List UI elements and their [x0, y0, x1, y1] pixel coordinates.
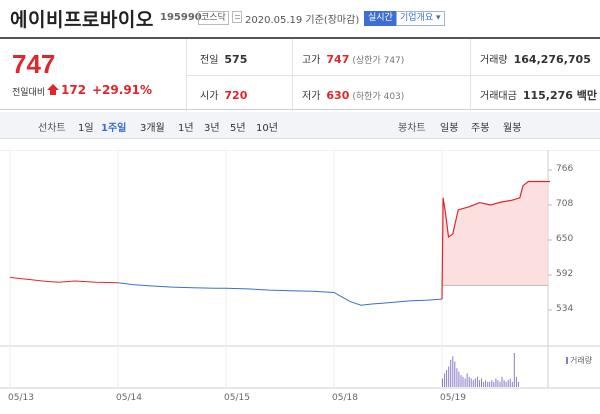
- volume-bar: [487, 381, 489, 387]
- y-tick-label: 650: [556, 234, 574, 244]
- up-arrow-icon: [47, 84, 59, 95]
- quote-table: 747 전일대비 172 +29.91% 전일 575 고가 747 (상한가 747…: [0, 37, 600, 111]
- volume-bar: [476, 376, 478, 387]
- realtime-button[interactable]: 실시간: [364, 11, 397, 26]
- x-tick-label: 05/18: [332, 393, 358, 403]
- volume-bar: [513, 353, 515, 387]
- low-price: 저가 630 (하한가 403): [302, 89, 405, 102]
- volume-bar: [505, 381, 507, 387]
- quote-date: 2020.05.19 기준(장마감): [245, 15, 360, 26]
- stock-name: 에이비프로바이오: [10, 9, 154, 31]
- volume-bar: [499, 381, 501, 387]
- volume-legend-icon: [566, 357, 568, 364]
- volume-bar: [472, 380, 474, 387]
- volume-bar: [503, 380, 505, 387]
- market-badge: 코스닥: [198, 11, 229, 25]
- volume-bar: [468, 376, 470, 387]
- volume-bar: [497, 380, 499, 387]
- tab-3y[interactable]: 3년: [204, 123, 220, 134]
- price-line-up: [441, 180, 550, 300]
- tab-5y[interactable]: 5년: [230, 123, 246, 134]
- tab-weekly[interactable]: 주봉: [471, 123, 490, 134]
- tab-10y[interactable]: 10년: [256, 123, 278, 134]
- prev-close: 전일 575: [200, 53, 248, 66]
- period-bar: 선차트 1일 1주일 3개월 1년 3년 5년 10년 봉차트 일봉 주봉 월봉: [0, 112, 600, 139]
- line-chart-label: 선차트: [38, 123, 66, 134]
- tab-1w[interactable]: 1주일: [101, 123, 127, 134]
- change-label: 전일대비: [12, 88, 46, 98]
- volume-bar: [507, 380, 509, 387]
- x-tick-label: 05/14: [116, 393, 142, 403]
- up-area-fill: [442, 181, 550, 300]
- volume-legend: 거래량: [566, 355, 592, 366]
- stock-code: 195990: [160, 12, 202, 23]
- high-price: 고가 747 (상한가 747): [302, 53, 405, 66]
- volume-bar: [456, 368, 458, 387]
- volume-bar: [491, 380, 493, 387]
- company-info-dropdown[interactable]: 기업개요 ▾: [396, 11, 445, 26]
- volume-bar: [466, 373, 468, 387]
- candle-chart-label: 봉차트: [398, 123, 426, 134]
- tab-daily[interactable]: 일봉: [440, 123, 459, 134]
- volume-bar: [464, 378, 466, 387]
- document-icon[interactable]: [232, 11, 242, 23]
- volume: 거래량 164,276,705: [480, 53, 591, 66]
- volume-bar: [478, 380, 480, 387]
- price-chart: 거래량 766 708 650 592 534 05/13 05/14 05/15 05/18 0…: [0, 150, 600, 414]
- volume-bar: [517, 381, 519, 387]
- x-tick-label: 05/15: [224, 393, 250, 403]
- price-line-blue: [117, 282, 443, 306]
- volume-bar: [509, 378, 511, 387]
- change-value: 172: [61, 83, 87, 97]
- y-tick-label: 766: [556, 164, 574, 174]
- tab-3m[interactable]: 3개월: [140, 123, 165, 134]
- volume-bar: [495, 378, 497, 387]
- trade-amount: 거래대금 115,276 백만: [480, 89, 597, 102]
- volume-bar: [501, 376, 503, 387]
- volume-bar: [446, 370, 448, 387]
- volume-bar: [444, 373, 446, 387]
- price-chart-svg: [0, 150, 600, 389]
- volume-bar: [493, 381, 495, 387]
- volume-bar: [481, 378, 482, 387]
- volume-bar: [511, 381, 513, 387]
- volume-bar: [462, 376, 464, 387]
- volume-bar: [454, 361, 456, 387]
- volume-bar: [485, 380, 487, 387]
- open-price: 시가 720: [200, 89, 248, 102]
- volume-bar: [470, 378, 472, 387]
- y-tick-label: 534: [556, 304, 574, 314]
- volume-bar: [489, 381, 491, 387]
- price-line-red: [9, 276, 119, 284]
- stock-header: 에이비프로바이오 195990 코스닥 2020.05.19 기준(장마감) 실…: [0, 0, 600, 36]
- volume-bar: [458, 371, 460, 387]
- volume-bar: [515, 376, 517, 387]
- volume-bar: [452, 356, 454, 387]
- x-tick-label: 05/13: [8, 393, 34, 403]
- y-tick-label: 708: [556, 199, 574, 209]
- x-tick-label: 05/19: [440, 393, 466, 403]
- volume-bar: [450, 359, 452, 387]
- y-tick-label: 592: [556, 269, 574, 279]
- tab-1d[interactable]: 1일: [78, 123, 94, 134]
- tab-monthly[interactable]: 월봉: [503, 123, 522, 134]
- volume-bar: [448, 366, 450, 387]
- tab-1y[interactable]: 1년: [178, 123, 194, 134]
- current-price: 747: [12, 49, 56, 79]
- volume-bar: [474, 378, 476, 387]
- volume-bar: [483, 381, 485, 387]
- volume-bar: [460, 375, 462, 387]
- change-percent: +29.91%: [92, 83, 153, 97]
- volume-bar: [442, 378, 443, 387]
